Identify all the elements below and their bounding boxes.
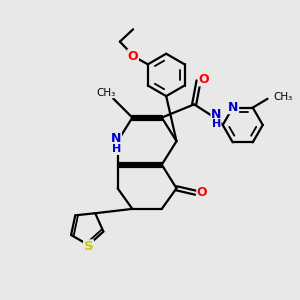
Text: S: S [84, 240, 93, 253]
Text: CH₃: CH₃ [273, 92, 292, 102]
Text: CH₃: CH₃ [96, 88, 116, 98]
Text: N: N [211, 108, 221, 121]
Text: O: O [199, 73, 209, 86]
Text: N: N [228, 100, 238, 113]
Text: O: O [128, 50, 138, 63]
Text: O: O [197, 186, 207, 199]
Text: N: N [111, 132, 121, 145]
Text: H: H [212, 119, 221, 129]
Text: H: H [112, 144, 121, 154]
